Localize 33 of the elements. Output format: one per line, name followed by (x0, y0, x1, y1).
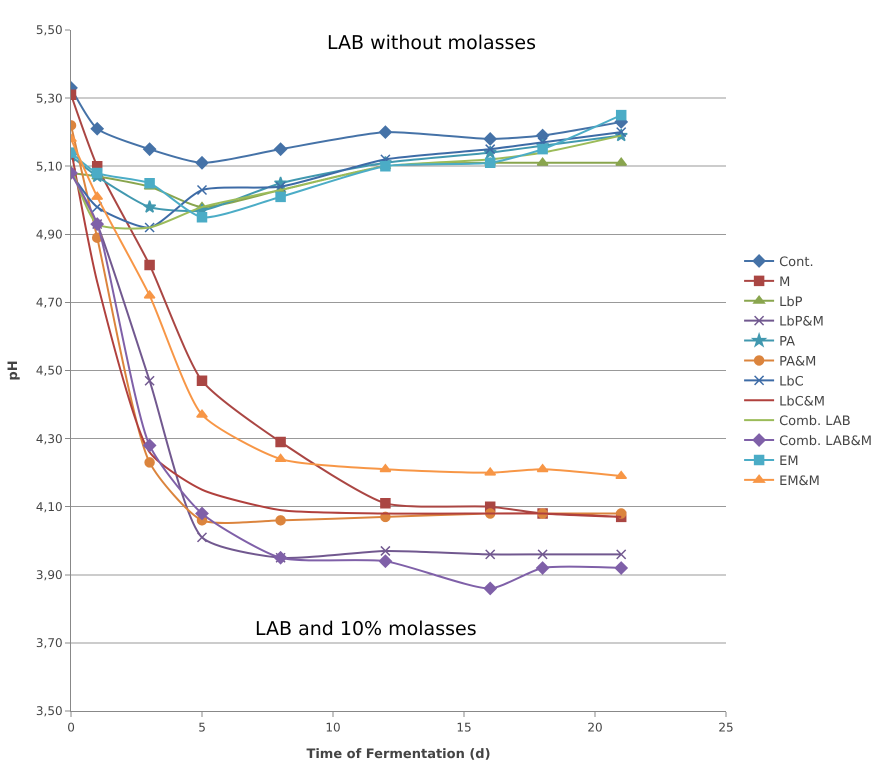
legend-label: PA (779, 334, 796, 350)
legend-label: EM&M (779, 474, 820, 489)
y-tick-label: 5,10 (36, 159, 63, 174)
y-tick-label: 5,50 (36, 23, 63, 38)
y-axis-title: pH (6, 360, 21, 381)
y-tick-label: 4,30 (36, 432, 63, 446)
x-tick-label: 25 (718, 720, 734, 734)
legend-label: LbC&M (779, 394, 826, 410)
x-tick-label: 5 (198, 720, 206, 734)
annotation: LAB without molasses (327, 32, 536, 54)
y-tick-label: 4,50 (36, 364, 63, 378)
legend-label: Comb. LAB (779, 414, 851, 430)
x-tick-label: 20 (587, 720, 603, 734)
x-tick-label: 15 (456, 720, 472, 734)
y-tick-label: 3,90 (36, 568, 63, 582)
legend-label: PA&M (779, 354, 816, 370)
y-tick-label: 3,70 (36, 636, 63, 650)
legend-label: Cont. (779, 255, 814, 270)
x-axis-title: Time of Fermentation (d) (306, 747, 491, 762)
legend-label: LbP (779, 294, 803, 310)
annotation: LAB and 10% molasses (255, 618, 477, 640)
legend-label: LbC (779, 374, 804, 390)
x-tick-label: 10 (325, 720, 341, 734)
legend-label: M (779, 274, 790, 290)
legend-label: Comb. LAB&M (779, 434, 872, 450)
y-tick-label: 4,90 (36, 228, 63, 242)
y-tick-label: 3,50 (36, 704, 63, 718)
legend-label: EM (779, 454, 799, 470)
y-tick-label: 4,70 (36, 296, 63, 310)
y-tick-label: 5,30 (36, 91, 63, 106)
y-tick-label: 4,10 (36, 500, 63, 514)
x-tick-label: 0 (67, 720, 75, 734)
legend-label: LbP&M (779, 314, 824, 330)
